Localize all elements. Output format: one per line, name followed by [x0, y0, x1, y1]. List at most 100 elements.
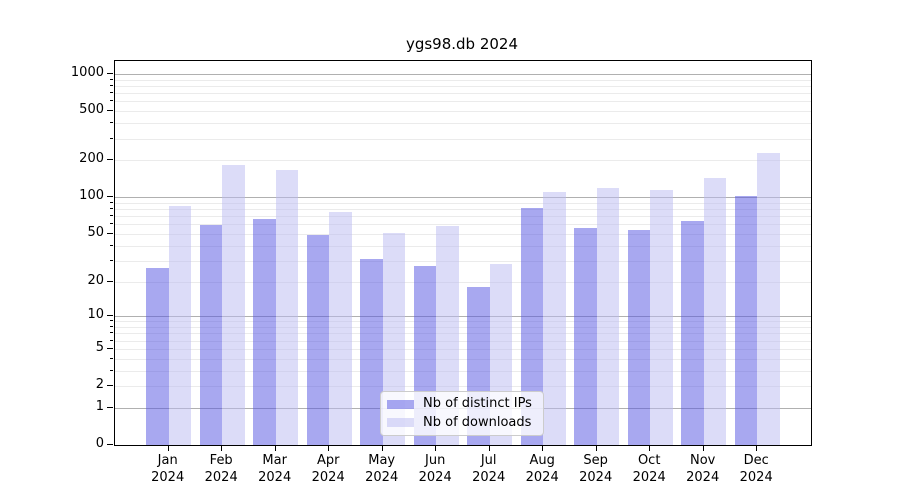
bar-aug-downloads	[543, 192, 566, 445]
y-minor-tick	[110, 259, 113, 261]
x-tick	[328, 445, 330, 451]
y-tick-label: 10	[87, 307, 104, 323]
y-tick	[107, 347, 113, 349]
y-tick	[107, 385, 113, 386]
gridline-minor	[115, 281, 811, 283]
gridline-minor	[115, 348, 811, 350]
x-tick-label: May 2024	[365, 453, 399, 485]
gridline-major	[115, 197, 811, 199]
y-minor-tick	[110, 215, 113, 217]
y-tick	[107, 406, 113, 408]
y-minor-tick	[110, 326, 113, 327]
y-minor-tick	[110, 208, 113, 209]
gridline-minor	[115, 93, 811, 95]
legend-swatch-downloads-icon	[387, 418, 414, 428]
x-tick	[488, 445, 490, 451]
bar-apr-ips	[306, 234, 330, 445]
y-tick	[107, 196, 113, 198]
gridline-minor	[115, 224, 811, 226]
y-tick-label: 0	[95, 436, 104, 451]
gridline-major	[115, 316, 811, 318]
y-minor-tick	[110, 369, 113, 371]
y-minor-tick	[110, 357, 113, 359]
legend-label-downloads: Nb of downloads	[423, 414, 532, 430]
gridline-minor	[115, 327, 811, 328]
y-tick-label: 100	[79, 188, 104, 204]
y-tick	[107, 159, 113, 161]
x-tick-label: Nov 2024	[686, 453, 720, 485]
chart-title: ygs98.db 2024	[405, 35, 519, 53]
y-minor-tick	[110, 223, 113, 225]
x-tick-label: Mar 2024	[258, 453, 292, 485]
x-tick	[381, 445, 383, 451]
x-tick	[756, 445, 758, 451]
bar-sep-ips	[574, 227, 597, 445]
x-tick-label: Jan 2024	[151, 453, 185, 485]
y-minor-tick	[110, 339, 113, 341]
gridline-minor	[115, 160, 811, 162]
x-tick-label: Aug 2024	[525, 453, 559, 485]
x-tick-label: Sep 2024	[579, 453, 613, 485]
gridline-minor	[115, 333, 811, 335]
legend-item-downloads: Nb of downloads	[387, 414, 537, 432]
y-minor-tick	[110, 320, 113, 322]
gridline-minor	[115, 85, 811, 87]
y-minor-tick	[110, 201, 113, 203]
y-tick-label: 2	[95, 377, 104, 392]
y-minor-tick	[110, 122, 113, 124]
gridline-minor	[115, 202, 811, 204]
bar-jan-downloads	[168, 205, 192, 445]
bar-jun-downloads	[436, 226, 459, 445]
x-tick-label: Jul 2024	[472, 453, 506, 485]
bar-mar-downloads	[275, 170, 299, 445]
gridline-minor	[115, 216, 811, 218]
bar-aug-ips	[520, 208, 544, 445]
bar-apr-downloads	[329, 212, 352, 445]
gridline-minor	[115, 123, 811, 125]
y-tick-label: 1	[95, 398, 104, 414]
bar-nov-downloads	[703, 177, 727, 445]
y-minor-tick	[110, 332, 113, 334]
gridline-minor	[115, 101, 811, 103]
y-tick	[107, 444, 113, 445]
y-minor-tick	[110, 244, 113, 246]
legend-label-distinct-ips: Nb of distinct IPs	[423, 396, 532, 412]
x-tick-label: Apr 2024	[311, 453, 345, 485]
legend: Nb of distinct IPs Nb of downloads	[380, 391, 544, 436]
x-tick-label: Feb 2024	[204, 453, 238, 485]
gridline-minor	[115, 245, 811, 247]
x-tick	[435, 445, 437, 451]
y-tick-label: 20	[87, 272, 104, 288]
x-tick	[274, 445, 276, 451]
y-tick	[107, 232, 113, 234]
gridline-minor	[115, 358, 811, 360]
gridline-minor	[115, 260, 811, 262]
y-tick	[107, 72, 113, 74]
y-tick-label: 50	[87, 224, 104, 240]
y-tick	[107, 280, 113, 282]
y-tick-label: 1000	[70, 64, 104, 80]
legend-swatch-distinct-ips-icon	[387, 399, 414, 409]
bar-feb-downloads	[222, 165, 245, 445]
gridline-minor	[115, 111, 811, 113]
x-tick	[167, 445, 169, 451]
gridline-minor	[115, 386, 811, 387]
x-tick	[649, 445, 651, 451]
gridline-minor	[115, 233, 811, 235]
gridline-minor	[115, 209, 811, 210]
bar-feb-ips	[199, 225, 223, 445]
y-minor-tick	[110, 84, 113, 86]
y-tick-label: 5	[95, 339, 104, 355]
y-tick-label: 200	[79, 151, 104, 167]
bar-nov-ips	[681, 220, 704, 445]
bar-sep-downloads	[596, 187, 620, 445]
gridline-minor	[115, 79, 811, 81]
gridline-minor	[115, 370, 811, 372]
bar-oct-ips	[627, 229, 651, 445]
y-minor-tick	[110, 78, 113, 80]
bar-oct-downloads	[650, 189, 673, 445]
y-minor-tick	[110, 100, 113, 102]
bar-dec-ips	[734, 195, 758, 445]
y-tick	[107, 110, 113, 112]
